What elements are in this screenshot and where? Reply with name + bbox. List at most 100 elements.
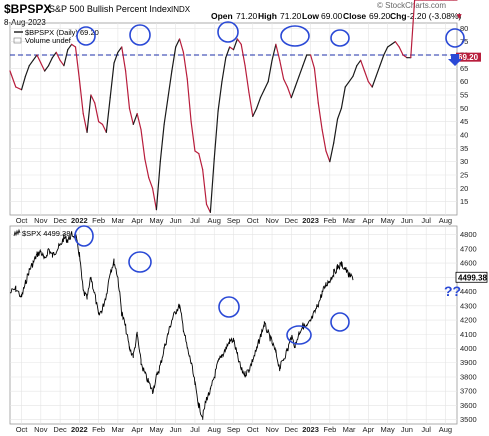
bpspx-line-segment	[9, 70, 17, 88]
bpspx-line-segment	[279, 59, 285, 80]
bpspx-y-tick-label: 55	[460, 91, 468, 100]
bpspx-line-segment	[59, 59, 65, 67]
bpspx-line-segment	[113, 51, 119, 64]
bpspx-y-tick-label: 50	[460, 104, 468, 113]
bpspx-line-segment	[390, 41, 396, 45]
bpspx-line-segment	[36, 54, 42, 64]
bpspx-line-segment	[194, 150, 200, 155]
bpspx-line-segment	[28, 59, 34, 67]
spx-legend: $SPX 4499.38	[13, 228, 70, 238]
spx-x-tick-label: Sep	[227, 425, 240, 434]
bpspx-y-tick-label: 35	[460, 144, 468, 153]
spx-x-tick-label: Nov	[34, 425, 48, 434]
bpspx-line-segment	[82, 113, 88, 133]
close-value: 69.20	[369, 11, 391, 21]
bpspx-line-segment	[225, 46, 231, 59]
spx-x-tick-label: Feb	[323, 425, 336, 434]
bpspx-line-segment	[132, 113, 138, 125]
bpspx-x-tick-label: Sep	[227, 216, 240, 225]
bpspx-y-tick-label: 75	[460, 37, 468, 46]
spx-last-value: 4499.38	[455, 271, 488, 283]
bpspx-line-segment	[74, 46, 80, 80]
high-value: 71.20	[280, 11, 302, 21]
bpspx-line-segment	[333, 118, 339, 144]
ohlc-readout: Open 71.20 High 71.20 Low 69.00 Close 69…	[211, 11, 463, 21]
bpspx-x-tick-label: Oct	[16, 216, 29, 225]
bpspx-line-segment	[167, 70, 173, 99]
spx-legend-swatch	[13, 228, 21, 237]
spx-x-tick-label: Aug	[439, 425, 452, 434]
bpspx-line-segment	[344, 81, 350, 88]
spx-x-tick-label: May	[381, 425, 395, 434]
bpspx-line-segment	[336, 107, 342, 120]
bpspx-line-segment	[325, 150, 331, 163]
bpspx-line-segment	[71, 43, 77, 48]
bpspx-line-segment	[263, 81, 269, 91]
bpspx-x-tick-label: Apr	[131, 216, 143, 225]
spx-last-value-text: 4499.38	[458, 273, 487, 282]
spx-line	[9, 231, 354, 420]
bpspx-x-tick-label: Oct	[247, 216, 260, 225]
bpspx-line-segment	[363, 70, 369, 83]
bpspx-line-segment	[55, 51, 61, 61]
bpspx-line-segment	[213, 110, 219, 160]
bpspx-line-segment	[286, 86, 292, 99]
chg-label: Chg	[390, 11, 407, 21]
bpspx-line-segment	[163, 97, 169, 125]
spx-legend-entry: $SPX 4499.38	[22, 229, 70, 238]
spx-x-tick-label: Jul	[190, 425, 200, 434]
bpspx-line-segment	[309, 54, 316, 69]
bpspx-line-segment	[105, 97, 111, 133]
spx-x-tick-label: 2023	[302, 425, 319, 434]
spx-circle-jan-2022	[74, 225, 94, 247]
bpspx-legend-entry: $BPSPX (Daily) 69.20	[25, 28, 99, 37]
volume-legend-swatch	[13, 37, 22, 44]
open-label: Open	[211, 11, 233, 21]
bpspx-line-segment	[15, 86, 23, 91]
bpspx-x-tick-label: 2023	[302, 216, 319, 225]
bpspx-line-segment	[202, 169, 208, 205]
bpspx-line-segment	[186, 78, 192, 123]
spx-last-value-box	[455, 271, 488, 283]
bpspx-line-segment	[232, 38, 238, 51]
bpspx-line-segment	[240, 43, 246, 67]
spx-y-tick-label: 3500	[460, 415, 477, 424]
bpspx-line-segment	[352, 65, 358, 77]
bpspx-line-segment	[221, 57, 227, 83]
spx-x-tick-label: Feb	[92, 425, 105, 434]
spx-x-tick-label: Mar	[111, 425, 124, 434]
bpspx-x-tick-label: May	[381, 216, 395, 225]
bpspx-line-segment	[294, 75, 300, 88]
bpspx-x-tick-label: 2022	[71, 216, 88, 225]
bpspx-line-segment	[282, 78, 289, 88]
bpspx-y-tick-label: 80	[460, 24, 468, 33]
bpspx-line-segment	[321, 129, 327, 152]
bpspx-line-segment	[252, 107, 258, 117]
bpspx-line-segment	[329, 142, 335, 163]
bpspx-line-segment	[217, 81, 223, 112]
chg-down-arrow: ▼	[455, 11, 463, 21]
bpspx-x-tick-label: Jul	[421, 216, 431, 225]
spx-y-tick-label: 3800	[460, 372, 477, 381]
bpspx-x-tick-label: Feb	[92, 216, 105, 225]
bpspx-line-segment	[275, 43, 281, 61]
bpspx-y-tick-label: 30	[460, 157, 468, 166]
bpspx-line-segment	[155, 161, 161, 211]
bpspx-line-segment	[148, 177, 154, 189]
bpspx-x-tick-label: Nov	[34, 216, 48, 225]
spx-x-tick-label: Aug	[208, 425, 221, 434]
bpspx-x-axis: Oct Nov Dec 2022 Feb Mar Apr May Jun Jul Aug Sep Oct…	[16, 216, 452, 225]
bpspx-legend: $BPSPX (Daily) 69.20 Volume undef	[13, 28, 99, 45]
high-label: High	[258, 11, 277, 21]
circle-aug-2022	[217, 21, 239, 43]
spx-circle-dec-2022	[286, 325, 312, 345]
spx-y-tick-label: 4000	[460, 344, 477, 353]
bpspx-x-tick-label: Mar	[343, 216, 356, 225]
bpspx-line-segment	[86, 94, 92, 133]
bpspx-line-segment	[398, 46, 404, 56]
bpspx-line-segment	[410, 0, 416, 59]
bpspx-line-segment	[356, 59, 362, 67]
bpspx-x-tick-label: Mar	[111, 216, 124, 225]
spx-y-tick-label: 4200	[460, 316, 477, 325]
